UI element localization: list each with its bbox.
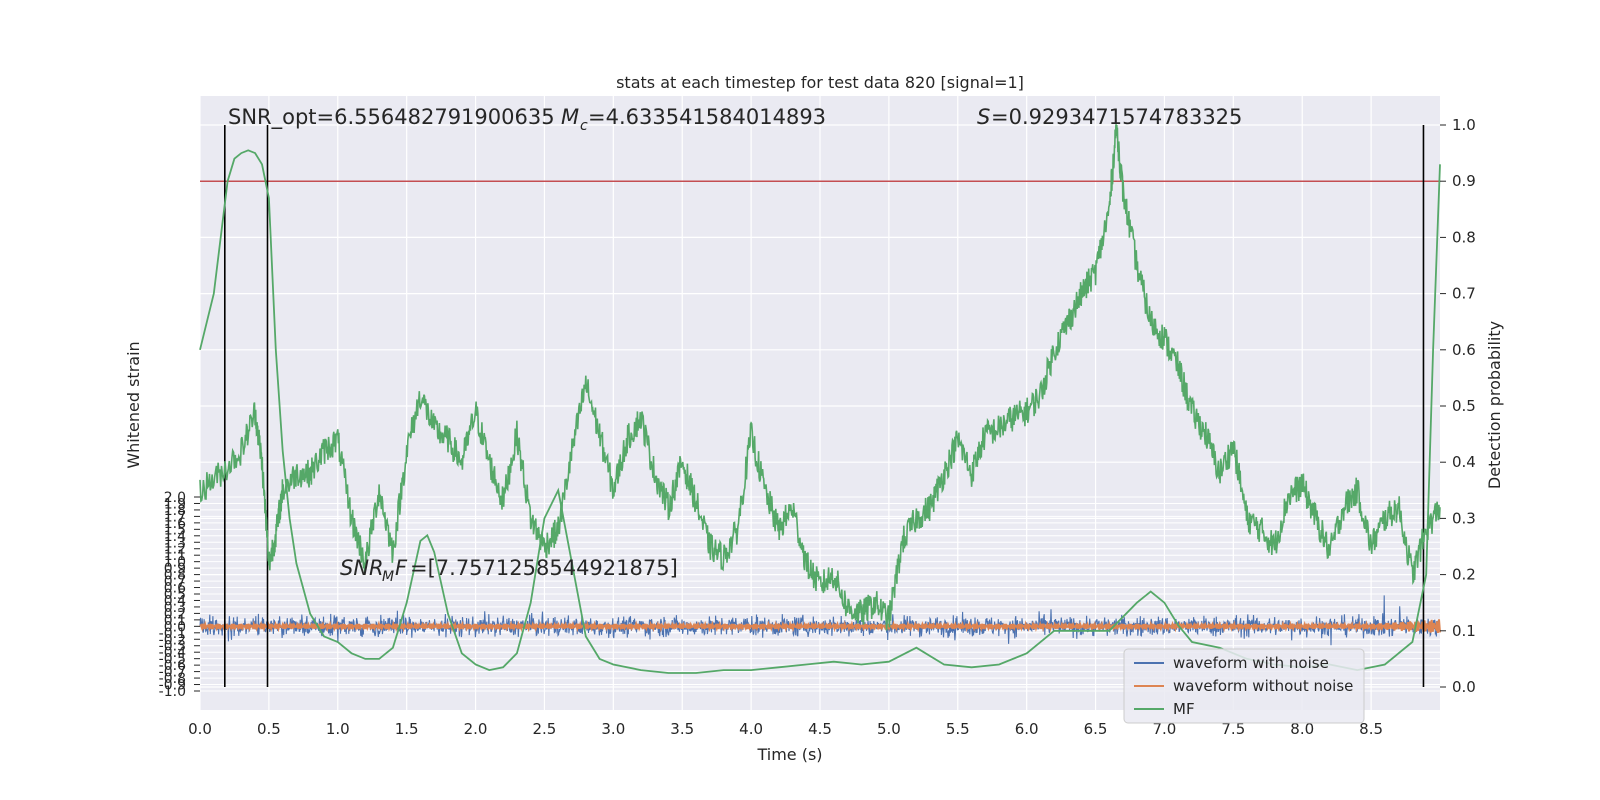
left-tick-label: -0.4 <box>159 645 186 661</box>
right-tick-label: 0.4 <box>1452 453 1476 471</box>
left-tick-label: 1.7 <box>164 509 186 525</box>
left-tick-label: -1.0 <box>159 684 186 700</box>
x-tick-label: 8.0 <box>1290 720 1314 738</box>
left-tick-label: 0.4 <box>164 593 186 609</box>
left-tick-label: -0.1 <box>159 626 186 642</box>
svg-text:SNR: SNR <box>340 556 384 580</box>
mf-line <box>199 149 1441 674</box>
legend-label-clean: waveform without noise <box>1173 677 1353 695</box>
s-annotation: S =0.9293471574783325 <box>977 105 1242 129</box>
left-tick-label: 1.3 <box>164 535 186 551</box>
left-tick-label: 1.4 <box>164 529 186 545</box>
right-tick-label: 0.6 <box>1452 341 1476 359</box>
x-axis-label: Time (s) <box>756 745 822 764</box>
svg-text:S: S <box>977 105 990 129</box>
y-axis-label-right: Detection probability <box>1485 321 1504 489</box>
right-tick-label: 0.5 <box>1452 397 1476 415</box>
detection-probability-line <box>199 124 1441 631</box>
right-tick-label: 0.1 <box>1452 622 1476 640</box>
legend-box <box>1123 648 1365 724</box>
left-tick-label: 1.5 <box>164 522 186 538</box>
svg-text:=[7.7571258544921875]: =[7.7571258544921875] <box>410 556 678 580</box>
waveform-without-noise-line <box>199 619 1441 633</box>
svg-text:M: M <box>561 105 579 129</box>
right-tick-label: 0.0 <box>1452 678 1476 696</box>
left-tick-label: -0.7 <box>159 665 186 681</box>
axis-ticks: 0.0 0.5 1.0 1.5 2.0 2.5 3.0 3.5 4.0 4.5 5.0 5.5 6.0 6… <box>159 116 1476 738</box>
y-axis-label-left: Whitened strain <box>124 341 143 468</box>
left-tick-label: -0.9 <box>159 678 186 694</box>
x-tick-label: 1.0 <box>326 720 350 738</box>
snr-opt-annotation: SNR_opt=6.556482791900635 <box>228 105 555 130</box>
x-tick-label: 8.5 <box>1359 720 1383 738</box>
left-tick-label: 1.9 <box>164 496 186 512</box>
svg-text:F: F <box>395 556 408 580</box>
legend-label-noise: waveform with noise <box>1173 654 1329 672</box>
left-tick-label: 0.2 <box>164 606 186 622</box>
svg-text:=4.633541584014893: =4.633541584014893 <box>588 105 826 129</box>
left-tick-label: 0.3 <box>164 600 186 616</box>
x-tick-label: 1.5 <box>395 720 419 738</box>
x-tick-label: 5.5 <box>946 720 970 738</box>
left-tick-label: 0.5 <box>164 587 186 603</box>
right-tick-label: 0.9 <box>1452 172 1476 190</box>
x-tick-label: 3.0 <box>601 720 625 738</box>
left-tick-label: -0.8 <box>159 671 186 687</box>
right-tick-label: 0.8 <box>1452 228 1476 246</box>
left-tick-label: 0.6 <box>164 581 186 597</box>
left-tick-label: 0.8 <box>164 568 186 584</box>
waveform-without-noise-series <box>199 619 1441 633</box>
x-tick-label: 2.5 <box>533 720 557 738</box>
chart-title: stats at each timestep for test data 820… <box>616 73 1024 92</box>
left-tick-label: -0.2 <box>159 632 186 648</box>
left-tick-label: 0.0 <box>164 619 186 635</box>
right-tick-label: 0.2 <box>1452 566 1476 584</box>
reference-lines <box>200 125 1440 687</box>
right-tick-label: 0.3 <box>1452 509 1476 527</box>
left-tick-label: 0.7 <box>164 574 186 590</box>
right-tick-label: 0.7 <box>1452 285 1476 303</box>
snr-mf-annotation: SNR M F =[7.7571258544921875] <box>340 556 678 585</box>
x-tick-label: 6.5 <box>1084 720 1108 738</box>
left-tick-label: -0.3 <box>159 639 186 655</box>
detection-probability-series <box>199 124 1441 631</box>
left-tick-label: 1.1 <box>164 548 186 564</box>
svg-text:c: c <box>580 118 588 134</box>
x-tick-label: 6.0 <box>1015 720 1039 738</box>
left-tick-label: 1.2 <box>164 542 186 558</box>
left-tick-label: 1.0 <box>164 555 186 571</box>
x-tick-label: 5.0 <box>877 720 901 738</box>
x-tick-label: 4.5 <box>808 720 832 738</box>
x-tick-label: 7.5 <box>1221 720 1245 738</box>
left-tick-label: 2.0 <box>164 490 186 506</box>
x-tick-label: 7.0 <box>1153 720 1177 738</box>
mc-annotation: M c =4.633541584014893 <box>561 105 826 134</box>
svg-text:M: M <box>382 569 394 585</box>
x-tick-label: 0.5 <box>257 720 281 738</box>
x-tick-label: 2.0 <box>464 720 488 738</box>
x-tick-label: 4.0 <box>739 720 763 738</box>
mf-series <box>199 149 1441 674</box>
left-tick-label: 0.1 <box>164 613 186 629</box>
left-tick-label: 0.9 <box>164 561 186 577</box>
left-tick-label: 1.8 <box>164 503 186 519</box>
x-tick-label: 3.5 <box>670 720 694 738</box>
x-tick-label: 0.0 <box>188 720 212 738</box>
legend-label-mf: MF <box>1173 700 1195 718</box>
left-tick-label: 1.6 <box>164 516 186 532</box>
left-tick-label: -0.6 <box>159 658 186 674</box>
svg-text:=0.9293471574783325: =0.9293471574783325 <box>991 105 1242 129</box>
left-tick-label: -0.5 <box>159 652 186 668</box>
legend: waveform with noise waveform without noi… <box>1123 648 1365 724</box>
right-tick-label: 1.0 <box>1452 116 1476 134</box>
